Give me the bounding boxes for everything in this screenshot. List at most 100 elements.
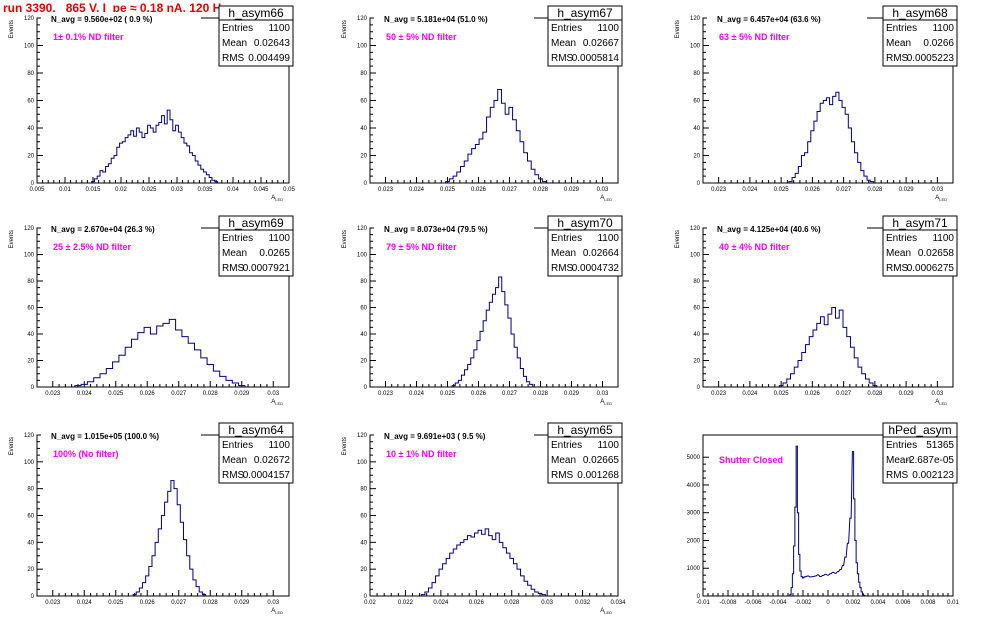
y-tick-label: 20: [27, 567, 34, 573]
histogram-bin: [839, 101, 842, 184]
y-tick-label: 80: [360, 71, 367, 77]
stats-value-rms: 0.004499: [248, 53, 290, 64]
histogram-name: hPed_asym: [888, 423, 951, 437]
stats-value-entries: 1100: [268, 440, 290, 451]
y-axis-label: Events: [342, 20, 348, 38]
histogram-bin: [499, 277, 502, 387]
histogram-bin: [828, 314, 832, 387]
histogram-bin: [184, 143, 187, 183]
y-axis-label: Events: [9, 20, 15, 38]
y-tick-label: 80: [693, 71, 700, 77]
y-tick-label: 120: [690, 16, 701, 22]
x-tick-label: 0.028: [533, 187, 549, 193]
x-axis-label: ALED: [935, 399, 947, 406]
x-tick-label: 0.005: [29, 187, 45, 193]
histogram-bin: [835, 573, 836, 596]
x-axis-label: ALED: [600, 608, 612, 615]
histogram-bin: [801, 577, 802, 596]
x-tick-label: 0.025: [141, 187, 157, 193]
x-tick-label: 0.026: [805, 391, 821, 397]
stats-label-rms: RMS: [551, 470, 574, 481]
x-tick-label: 0.03: [597, 391, 609, 397]
stats-label-rms: RMS: [886, 263, 909, 274]
histogram-bin: [157, 326, 163, 387]
histogram-bin: [173, 131, 176, 183]
histogram-bin: [509, 107, 513, 183]
histogram-bin: [822, 575, 823, 596]
histogram-bin: [487, 117, 491, 183]
histogram-bin: [847, 337, 851, 387]
x-tick-label: 0.024: [409, 391, 425, 397]
stats-label-entries: Entries: [551, 440, 582, 451]
stats-value-mean: 0.0266: [923, 38, 954, 49]
navg-background: [374, 429, 534, 441]
histogram-panel: 0.023 0.024 0.025 0.026 0.027 0.028 0.029 0.03 0…: [342, 5, 623, 202]
histogram-bin: [453, 549, 457, 596]
x-tick-label: 0.026: [471, 187, 487, 193]
stats-box: [218, 422, 294, 484]
histogram-outline: [132, 480, 207, 596]
histogram-name: h_asym67: [557, 6, 613, 20]
x-tick-label: 0.026: [471, 391, 487, 397]
histogram-bin: [122, 142, 125, 183]
histogram-bin: [499, 542, 503, 596]
stats-label-mean: Mean: [222, 455, 247, 466]
y-tick-label: 60: [693, 306, 700, 312]
histogram-bin: [817, 323, 821, 387]
stats-value-mean: 0.02664: [583, 248, 620, 259]
stats-value-rms: 0.001268: [577, 470, 619, 481]
y-tick-label: 20: [27, 154, 34, 160]
histogram-bin: [535, 175, 539, 183]
x-tick-label: 0.03: [541, 600, 553, 606]
y-tick-label: 100: [357, 44, 368, 50]
y-tick-label: 1000: [687, 566, 701, 572]
x-tick-label: 0.026: [469, 600, 485, 606]
histogram-bin: [502, 292, 505, 387]
histogram-bin: [460, 542, 464, 596]
filter-label: 40 ± 4% ND filter: [719, 242, 790, 252]
x-tick-label: 0.032: [575, 600, 591, 606]
histogram-bin: [478, 530, 482, 596]
histogram-bin: [182, 337, 188, 387]
histogram-outline: [445, 89, 547, 183]
x-tick-label: 0.029: [564, 187, 580, 193]
filter-label: 63 ± 5% ND filter: [719, 32, 790, 42]
stats-value-entries: 1100: [268, 233, 290, 244]
histogram-bin: [132, 339, 138, 387]
histogram-bin: [836, 92, 839, 183]
histogram-panel: 0.023 0.024 0.025 0.026 0.027 0.028 0.029 0.03 0…: [342, 215, 623, 406]
stats-value-rms: 0.0004732: [572, 263, 620, 274]
stats-label-mean: Mean: [222, 38, 247, 49]
histogram-bin: [125, 347, 131, 387]
histogram-bin: [503, 548, 507, 596]
histogram-bin: [842, 565, 843, 596]
y-tick-label: 4000: [687, 483, 701, 489]
histogram-bin: [854, 358, 858, 387]
histogram-bin: [176, 125, 179, 183]
x-tick-label: 0.025: [774, 391, 790, 397]
histogram-bin: [843, 327, 847, 387]
x-tick-label: 0.028: [867, 391, 883, 397]
y-tick-label: 0: [31, 181, 35, 187]
x-tick-label: 0.028: [533, 391, 549, 397]
histogram-bin: [535, 592, 539, 596]
histogram-outline: [91, 109, 219, 183]
x-axis-label-subscript: LED: [275, 401, 283, 406]
stats-box: [882, 5, 958, 67]
stats-value-entries: 51365: [926, 440, 954, 451]
x-axis-label-subscript: LED: [939, 401, 947, 406]
histogram-name: h_asym66: [228, 6, 284, 20]
navg-label: N_avg = 4.125e+04 (40.6 %): [717, 225, 821, 234]
histogram-bin: [489, 536, 493, 596]
histogram-bin: [783, 383, 787, 387]
filter-label: 1± 0.1% ND filter: [53, 32, 124, 42]
y-axis-label: Events: [675, 230, 681, 248]
histogram-name: h_asym64: [228, 423, 284, 437]
histogram-bin: [446, 558, 450, 596]
x-axis-label: ALED: [600, 195, 612, 202]
histogram-bin: [450, 553, 454, 596]
histogram-bin: [449, 179, 453, 183]
x-axis-label-subscript: LED: [604, 401, 612, 406]
y-tick-label: 20: [360, 359, 367, 365]
